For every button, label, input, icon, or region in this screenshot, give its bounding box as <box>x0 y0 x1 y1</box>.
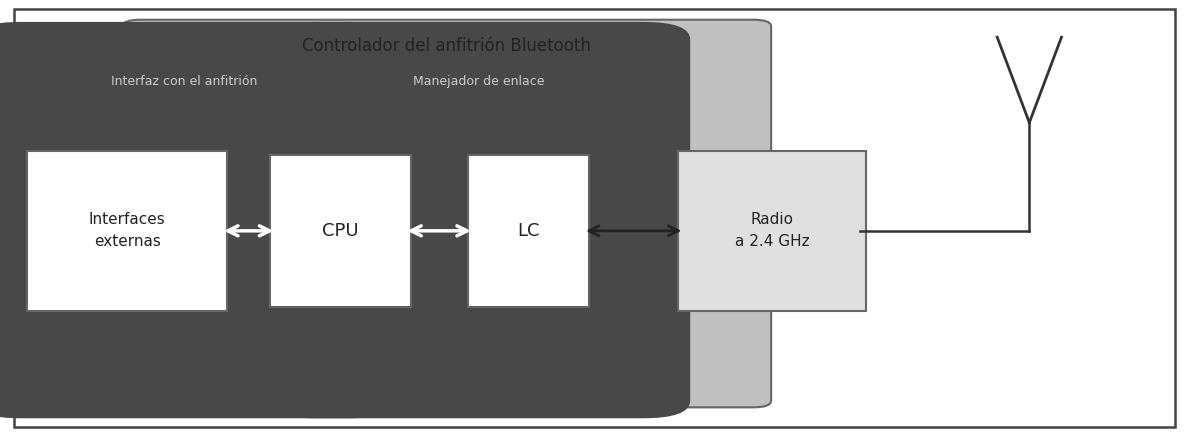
FancyBboxPatch shape <box>468 155 589 307</box>
Text: LC: LC <box>518 222 539 240</box>
FancyBboxPatch shape <box>270 155 411 307</box>
Text: Interfaz con el anfitrión: Interfaz con el anfitrión <box>111 74 258 88</box>
Text: Interfaces
externas: Interfaces externas <box>89 212 165 249</box>
Text: CPU: CPU <box>322 222 358 240</box>
FancyBboxPatch shape <box>27 151 227 311</box>
FancyBboxPatch shape <box>14 9 1175 427</box>
Text: Manejador de enlace: Manejador de enlace <box>413 74 544 88</box>
FancyBboxPatch shape <box>678 151 866 311</box>
Text: Radio
a 2.4 GHz: Radio a 2.4 GHz <box>735 212 809 249</box>
FancyBboxPatch shape <box>268 22 690 418</box>
FancyBboxPatch shape <box>123 20 771 407</box>
FancyBboxPatch shape <box>0 22 396 418</box>
Text: Controlador del anfitrión Bluetooth: Controlador del anfitrión Bluetooth <box>302 37 590 55</box>
